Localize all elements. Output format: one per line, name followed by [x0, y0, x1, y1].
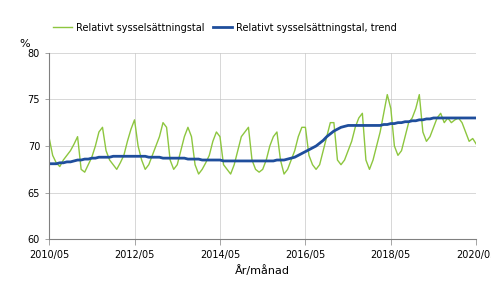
Relativt sysselsättningstal, trend [431, 116, 436, 120]
Relativt sysselsättningstal [338, 163, 344, 166]
Relativt sysselsättningstal [46, 136, 52, 139]
Relativt sysselsättningstal, trend [473, 116, 479, 120]
Relativt sysselsättningstal, trend [228, 159, 234, 163]
Relativt sysselsättningstal [231, 163, 237, 166]
Relativt sysselsättningstal [317, 163, 323, 166]
Text: %: % [19, 39, 30, 49]
Relativt sysselsättningstal, trend [146, 155, 152, 159]
Line: Relativt sysselsättningstal: Relativt sysselsättningstal [49, 95, 476, 174]
Line: Relativt sysselsättningstal, trend: Relativt sysselsättningstal, trend [49, 118, 476, 164]
Relativt sysselsättningstal, trend [313, 144, 319, 148]
Relativt sysselsättningstal, trend [448, 116, 454, 120]
Relativt sysselsättningstal [384, 93, 390, 96]
Relativt sysselsättningstal, trend [334, 127, 340, 131]
Relativt sysselsättningstal [89, 155, 95, 159]
Relativt sysselsättningstal [146, 163, 152, 166]
Relativt sysselsättningstal, trend [46, 162, 52, 166]
Relativt sysselsättningstal [473, 142, 479, 146]
Relativt sysselsättningstal [196, 172, 202, 176]
Relativt sysselsättningstal [452, 118, 458, 121]
Relativt sysselsättningstal, trend [89, 157, 95, 160]
X-axis label: År/månad: År/månad [235, 265, 290, 276]
Legend: Relativt sysselsättningstal, Relativt sysselsättningstal, trend: Relativt sysselsättningstal, Relativt sy… [49, 19, 401, 37]
